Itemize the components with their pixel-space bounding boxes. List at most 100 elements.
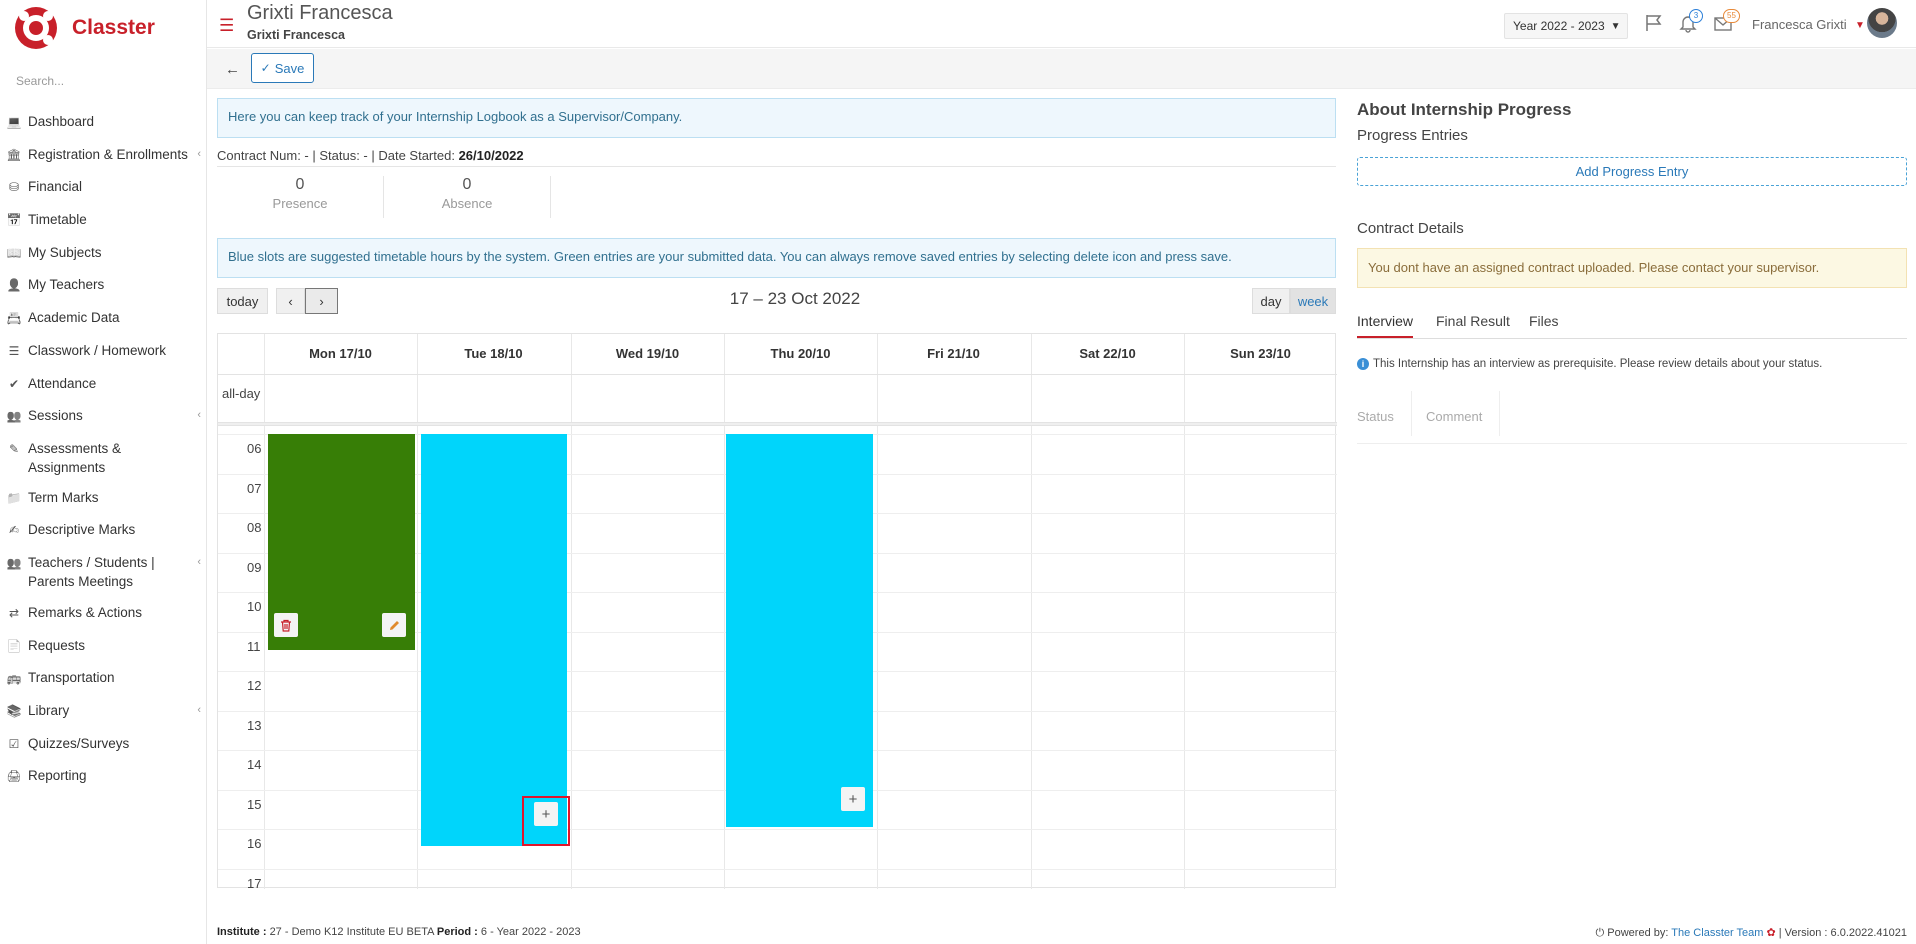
week-view-button[interactable]: week <box>1290 288 1336 314</box>
add-progress-entry-button[interactable]: Add Progress Entry <box>1357 157 1907 186</box>
book-icon: 📖 <box>6 246 22 260</box>
day-column-divider <box>724 334 725 889</box>
sidebar-item-library[interactable]: 📚 Library ‹ <box>0 702 207 721</box>
sidebar-item-label: Transportation <box>28 670 115 685</box>
sidebar-item-dashboard[interactable]: 💻 Dashboard <box>0 113 207 132</box>
day-column-divider <box>1031 334 1032 889</box>
sidebar-item-quizzes-surveys[interactable]: ☑ Quizzes/Surveys <box>0 735 207 754</box>
laptop-icon: 💻 <box>6 115 22 129</box>
version-label: | Version : 6.0.2022.41021 <box>1778 927 1907 939</box>
day-header: Wed 19/10 <box>615 346 680 361</box>
hour-line <box>218 829 1337 830</box>
day-header: Mon 17/10 <box>309 346 372 361</box>
trash-icon[interactable] <box>274 613 298 637</box>
sidebar-item-label: Quizzes/Surveys <box>28 736 130 751</box>
sidebar-item-remarks-actions[interactable]: ⇄ Remarks & Actions <box>0 604 207 623</box>
classter-team-link[interactable]: The Classter Team <box>1671 927 1764 939</box>
interview-status-table: Status Comment <box>1357 391 1907 444</box>
user-name[interactable]: Francesca Grixti <box>1752 17 1847 32</box>
pencil-icon[interactable] <box>382 613 406 637</box>
submitted-entry[interactable] <box>268 434 415 650</box>
sidebar-item-my-teachers[interactable]: 👤 My Teachers <box>0 276 207 295</box>
sidebar-item-assessments-assignments[interactable]: ✎ Assessments & Assignments <box>0 440 207 477</box>
coins-icon: ⛁ <box>8 180 20 194</box>
printer-icon: 🖨 <box>6 769 22 783</box>
year-select[interactable]: Year 2022 - 2023 ▼ <box>1504 13 1628 39</box>
menu-toggle-icon[interactable]: ☰ <box>219 16 235 35</box>
footer-credits: ⏻ Powered by: The Classter Team ✿ | Vers… <box>1596 926 1907 940</box>
tab-final-result[interactable]: Final Result <box>1436 313 1510 329</box>
absence-count: 0 <box>462 176 472 193</box>
sidebar-item-requests[interactable]: 📄 Requests <box>0 637 207 656</box>
hour-label: 11 <box>247 639 261 654</box>
today-button[interactable]: today <box>217 288 268 314</box>
plus-icon[interactable]: + <box>534 802 558 826</box>
brand[interactable]: Classter <box>14 6 155 50</box>
allday-label: all-day <box>222 386 261 401</box>
notifications-badge: 3 <box>1689 9 1703 23</box>
sidebar-item-academic-data[interactable]: 📇 Academic Data <box>0 309 207 328</box>
hour-label: 16 <box>247 836 262 851</box>
sidebar-item-registration-enrollments[interactable]: 🏛 Registration & Enrollments ‹ <box>0 146 207 165</box>
avatar[interactable] <box>1867 8 1897 38</box>
sidebar-item-reporting[interactable]: 🖨 Reporting <box>0 767 207 786</box>
day-header: Fri 21/10 <box>927 346 980 361</box>
sidebar-item-label: Teachers / Students | Parents Meetings <box>28 555 155 589</box>
sidebar-item-my-subjects[interactable]: 📖 My Subjects <box>0 244 207 263</box>
back-arrow-icon[interactable]: ← <box>225 61 240 78</box>
sidebar-item-descriptive-marks[interactable]: ✍ Descriptive Marks <box>0 521 207 540</box>
sidebar-item-transportation[interactable]: 🚌 Transportation <box>0 669 207 688</box>
shuffle-icon: ⇄ <box>8 606 20 620</box>
messages-badge: 55 <box>1723 9 1740 23</box>
day-view-button[interactable]: day <box>1252 288 1290 314</box>
pencil-square-icon: ✍ <box>8 523 20 537</box>
tab-interview[interactable]: Interview <box>1357 313 1414 338</box>
sidebar-item-financial[interactable]: ⛁ Financial <box>0 178 207 197</box>
column-comment: Comment <box>1426 409 1483 424</box>
flag-icon[interactable] <box>1644 13 1664 33</box>
classter-logo-icon <box>15 7 57 49</box>
caret-down-icon[interactable]: ▼ <box>1855 20 1865 31</box>
sidebar-item-teachers-students-parents-meetings[interactable]: 👥 Teachers / Students | Parents Meetings ‹ <box>0 554 207 591</box>
hour-label: 12 <box>247 678 262 693</box>
power-icon: ⏻ <box>1595 927 1605 939</box>
sidebar-item-label: Term Marks <box>28 490 99 505</box>
day-column-divider <box>877 334 878 889</box>
sidebar-item-attendance[interactable]: ✔ Attendance <box>0 375 207 394</box>
suggested-slot[interactable]: + <box>421 434 567 846</box>
calendar-title: 17 – 23 Oct 2022 <box>729 289 861 308</box>
column-divider <box>1499 391 1500 436</box>
sidebar-item-label: Sessions <box>28 408 83 423</box>
contract-summary: Contract Num: - | Status: - | Date Start… <box>217 148 524 163</box>
user-card-icon: 📇 <box>6 311 22 325</box>
chevron-right-icon[interactable]: › <box>305 288 338 314</box>
sidebar-search-input[interactable] <box>16 74 196 88</box>
plus-icon[interactable]: + <box>841 787 865 811</box>
day-column-divider <box>417 334 418 889</box>
sidebar-item-classwork-homework[interactable]: ☰ Classwork / Homework <box>0 342 207 361</box>
divider <box>217 166 1336 167</box>
sidebar-item-timetable[interactable]: 📅 Timetable <box>0 211 207 230</box>
interview-note: i This Internship has an interview as pr… <box>1357 358 1822 370</box>
list-icon: ☰ <box>8 344 20 358</box>
sidebar-item-term-marks[interactable]: 📁 Term Marks <box>0 489 207 508</box>
chevron-left-icon[interactable]: ‹ <box>276 288 305 314</box>
sidebar-item-label: Timetable <box>28 212 87 227</box>
day-column-divider <box>571 334 572 889</box>
period-label: Period : <box>436 926 478 938</box>
tab-files[interactable]: Files <box>1529 313 1559 329</box>
sidebar-item-sessions[interactable]: 👥 Sessions ‹ <box>0 407 207 426</box>
day-header: Sat 22/10 <box>1079 346 1136 361</box>
slots-info-alert: Blue slots are suggested timetable hours… <box>217 238 1336 278</box>
sidebar-item-label: Financial <box>28 179 83 194</box>
check-icon: ✓ <box>260 61 271 75</box>
suggested-slot[interactable]: + <box>726 434 873 827</box>
calendar-icon: 📅 <box>6 213 22 227</box>
sidebar-item-label: Library <box>28 703 70 718</box>
page-subtitle: Grixti Francesca <box>247 28 345 42</box>
sidebar-item-label: Remarks & Actions <box>28 605 143 620</box>
sidebar-item-label: Registration & Enrollments <box>28 147 188 162</box>
caret-down-icon: ▼ <box>1610 20 1621 32</box>
hour-label: 10 <box>247 599 262 614</box>
save-button[interactable]: ✓ Save <box>251 53 314 83</box>
